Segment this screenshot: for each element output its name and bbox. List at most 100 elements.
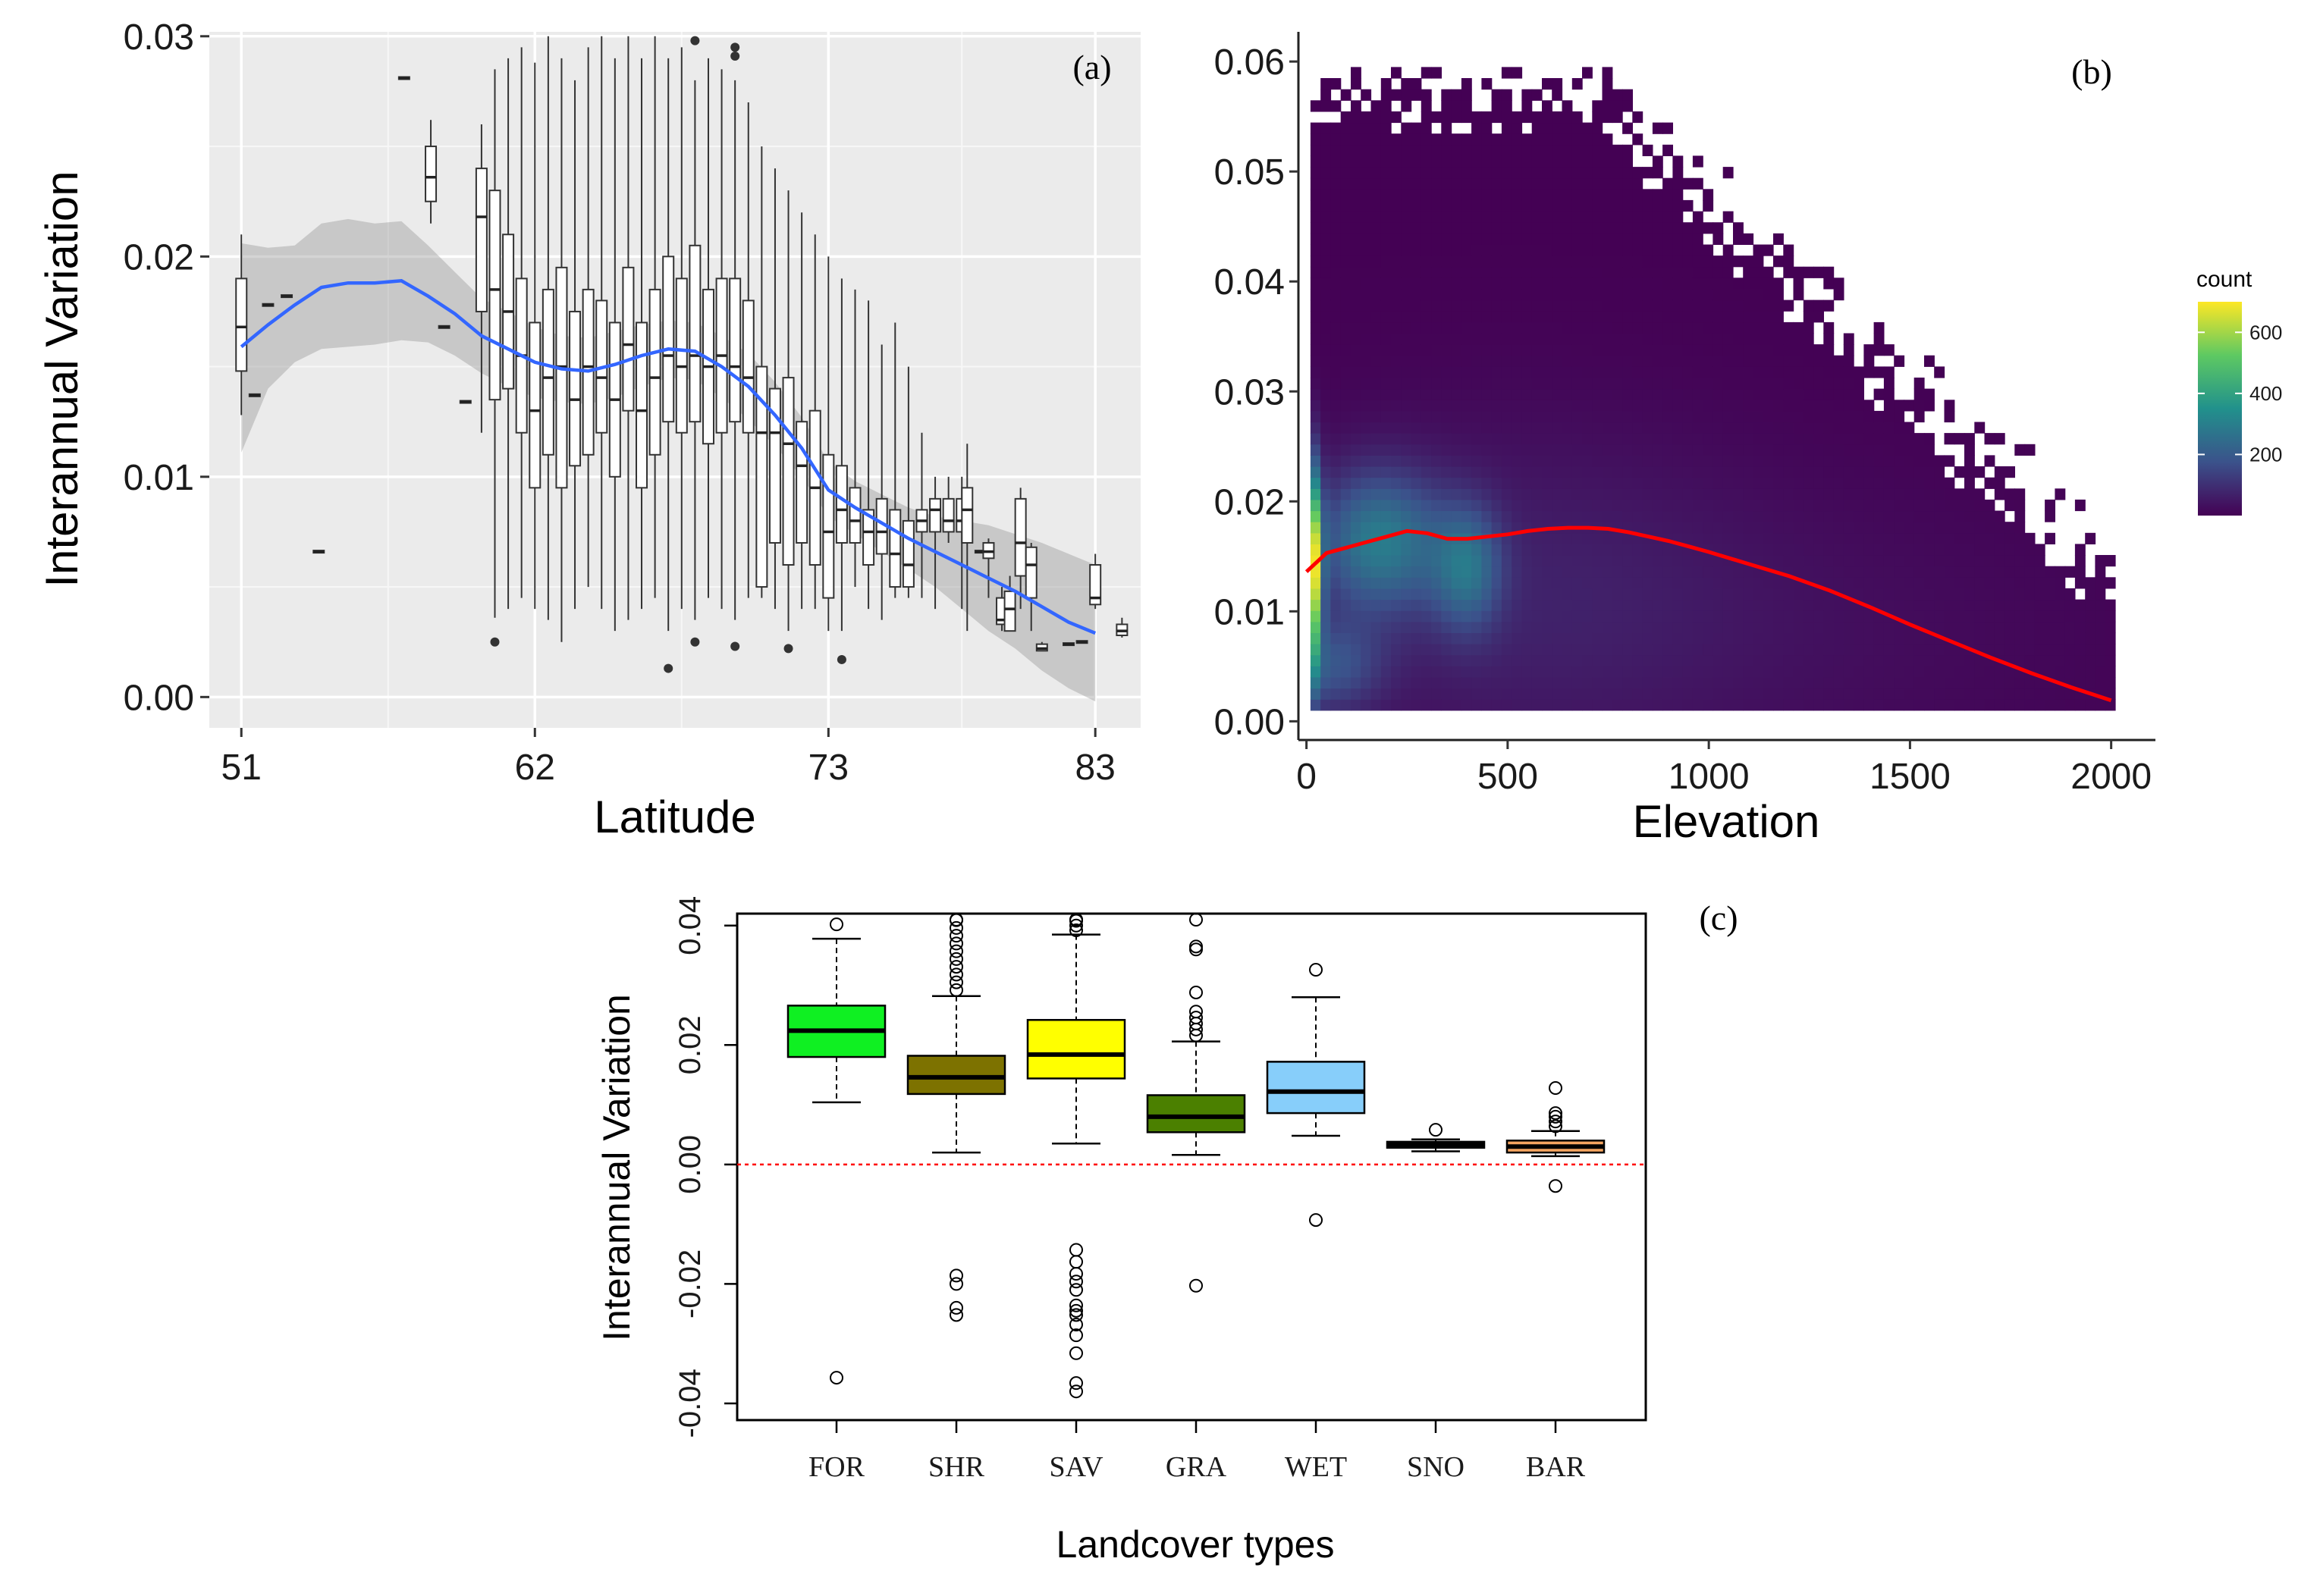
heatmap-cell [1793, 599, 1804, 611]
heatmap-cell [1461, 621, 1472, 633]
heatmap-cell [1592, 477, 1603, 489]
heatmap-cell [1380, 621, 1392, 633]
heatmap-cell [1542, 444, 1552, 456]
heatmap-cell [2074, 599, 2086, 611]
heatmap-cell [1713, 311, 1724, 323]
heatmap-cell [1582, 344, 1593, 356]
y-tick-label: 0.03 [124, 17, 194, 58]
heatmap-cell [1351, 455, 1361, 467]
heatmap-cell [1883, 677, 1895, 689]
heatmap-cell [1441, 654, 1452, 666]
heatmap-cell [1672, 444, 1684, 456]
outlier [830, 1371, 843, 1385]
outlier [1189, 1011, 1203, 1025]
y-tick-label: 0.03 [1214, 372, 1285, 412]
heatmap-cell [1370, 321, 1382, 334]
heatmap-cell [1713, 266, 1724, 278]
heatmap-cell [1351, 644, 1361, 656]
x-tick-label: GRA [1166, 1451, 1227, 1483]
heatmap-cell [1642, 566, 1653, 578]
heatmap-cell [1330, 277, 1342, 290]
heatmap-cell [1310, 289, 1321, 301]
heatmap-cell [1672, 699, 1684, 711]
heatmap-cell [1703, 455, 1714, 467]
heatmap-cell [1602, 321, 1613, 334]
heatmap-cell [1773, 277, 1784, 290]
heatmap-cell [1431, 444, 1442, 456]
heatmap-cell [1351, 599, 1361, 611]
heatmap-cell [1924, 666, 1935, 678]
heatmap-cell [1622, 532, 1633, 544]
heatmap-cell [1552, 644, 1563, 656]
heatmap-cell [1512, 699, 1523, 711]
heatmap-cell [2024, 621, 2036, 633]
heatmap-cell [1391, 189, 1402, 201]
heatmap-cell [1320, 466, 1332, 478]
heatmap-cell [1612, 632, 1623, 644]
heatmap-cell [1763, 499, 1774, 512]
heatmap-cell [1843, 599, 1854, 611]
heatmap-cell [1461, 422, 1472, 434]
heatmap-cell [1411, 499, 1422, 512]
heatmap-cell [1833, 466, 1844, 478]
heatmap-cell [1873, 588, 1885, 600]
heatmap-cell [1713, 555, 1724, 567]
heatmap-cell [1773, 378, 1784, 390]
heatmap-cell [1632, 177, 1643, 190]
heatmap-cell [1602, 155, 1613, 168]
heatmap-cell [1451, 666, 1462, 678]
heatmap-cell [1582, 588, 1593, 600]
heatmap-cell [1964, 699, 1975, 711]
panel-c-frame [736, 912, 1647, 1422]
heatmap-cell [1703, 654, 1714, 666]
heatmap-cell [1340, 344, 1352, 356]
heatmap-cell [1330, 644, 1342, 656]
boxplot [742, 102, 755, 598]
heatmap-cell [1491, 677, 1502, 689]
heatmap-cell [1652, 466, 1663, 478]
heatmap-cell [1894, 588, 1905, 600]
box [555, 266, 568, 489]
heatmap-cell [1330, 366, 1342, 378]
heatmap-cell [1813, 688, 1824, 700]
heatmap-cell [1391, 677, 1402, 689]
heatmap-cell [1441, 577, 1452, 589]
heatmap-cell [1692, 344, 1703, 356]
heatmap-cell [1672, 311, 1684, 323]
heatmap-cell [1622, 244, 1633, 256]
heatmap-cell [1571, 410, 1583, 423]
heatmap-cell [1361, 244, 1372, 256]
heatmap-cell [1481, 144, 1493, 156]
heatmap-cell [1753, 299, 1764, 312]
heatmap-cell [1542, 666, 1552, 678]
heatmap-cell [1602, 688, 1613, 700]
heatmap-cell [1451, 155, 1462, 168]
heatmap-cell [1571, 577, 1583, 589]
heatmap-cell [1662, 577, 1673, 589]
heatmap-cell [1954, 599, 1965, 611]
y-tick-label: 0.04 [1214, 262, 1285, 303]
heatmap-cell [1964, 544, 1975, 556]
heatmap-cell [1521, 388, 1533, 400]
heatmap-cell [1571, 632, 1583, 644]
heatmap-cell [1531, 378, 1543, 390]
heatmap-cell [1602, 222, 1613, 234]
heatmap-cell [1320, 666, 1332, 678]
heatmap-cell [1351, 444, 1361, 456]
heatmap-cell [1722, 699, 1734, 711]
heatmap-cell [1582, 610, 1593, 622]
heatmap-cell [1803, 311, 1814, 323]
heatmap-cell [1562, 577, 1573, 589]
heatmap-cell [1552, 333, 1563, 345]
heatmap-cell [1662, 321, 1673, 334]
heatmap-cell [1491, 167, 1502, 179]
boxplot [1089, 553, 1102, 610]
heatmap-cell [1542, 167, 1552, 179]
heatmap-cell [1833, 532, 1844, 544]
heatmap-cell [1531, 289, 1543, 301]
heatmap-cell [1793, 522, 1804, 534]
heatmap-cell [1733, 654, 1744, 666]
heatmap-cell [1883, 654, 1895, 666]
heatmap-cell [1512, 621, 1523, 633]
heatmap-cell [1451, 688, 1462, 700]
